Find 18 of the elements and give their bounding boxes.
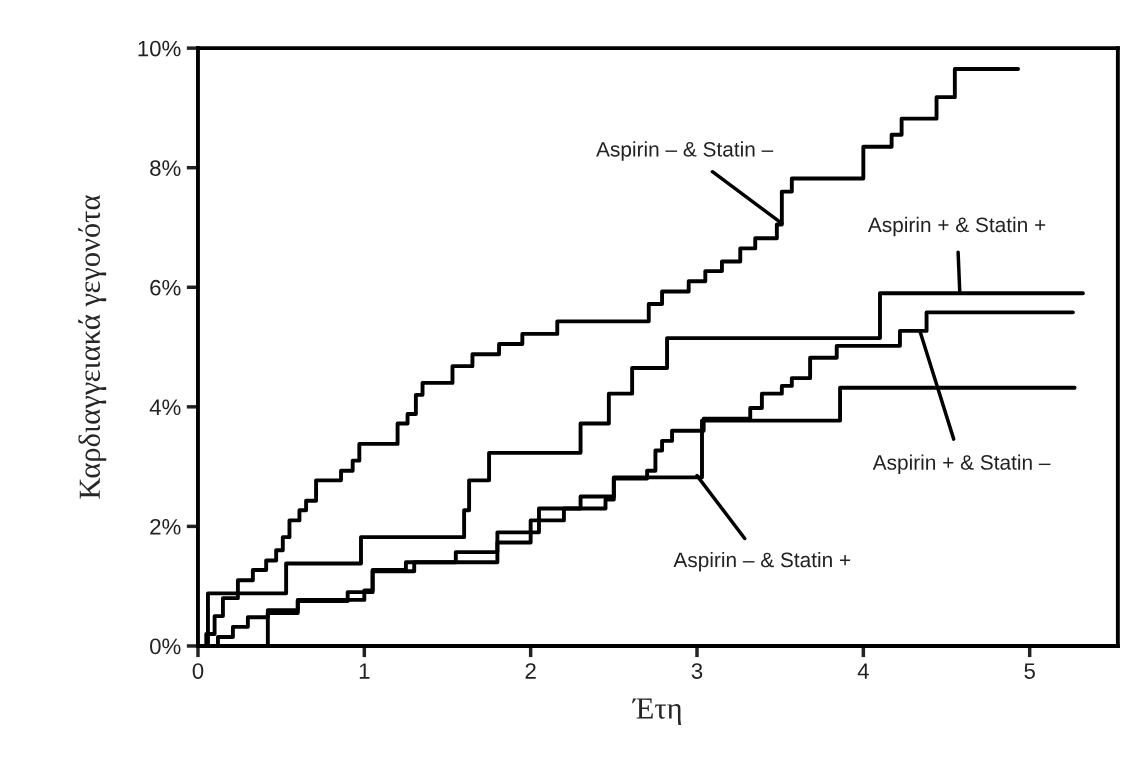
x-tick-label: 4 [857,663,869,679]
x-tick-label: 1 [359,663,370,679]
x-tick-label: 5 [1024,663,1035,679]
annotation: Aspirin – & Statin + [673,551,851,572]
y-tick-label: 6% [150,279,181,296]
x-tick-label: 0 [192,663,204,679]
annotation: Aspirin – & Statin – [596,141,774,161]
x-tick-label: 3 [691,663,703,679]
y-tick-label: 8% [150,160,181,176]
annotation: Aspirin + & Statin + [867,216,1046,237]
y-tick-label: 0% [150,638,181,655]
annotation: Aspirin + & Statin – [872,454,1051,474]
x-axis-title: Έτη [632,698,682,725]
y-axis-title: Καρδιαγγειακά γεγονότα [78,195,107,499]
x-tick-label: 2 [525,663,536,679]
y-tick-label: 10% [138,40,181,57]
y-tick-label: 4% [149,399,181,416]
y-tick-label: 2% [150,518,181,535]
